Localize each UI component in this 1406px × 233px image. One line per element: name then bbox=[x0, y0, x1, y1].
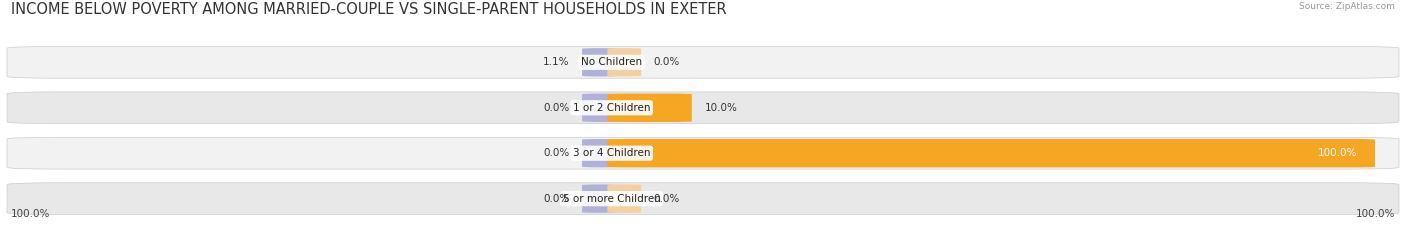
Text: 0.0%: 0.0% bbox=[543, 148, 569, 158]
Text: 0.0%: 0.0% bbox=[654, 194, 681, 204]
Text: 1 or 2 Children: 1 or 2 Children bbox=[572, 103, 651, 113]
FancyBboxPatch shape bbox=[7, 46, 1399, 78]
Text: 0.0%: 0.0% bbox=[543, 194, 569, 204]
Text: 10.0%: 10.0% bbox=[704, 103, 737, 113]
Text: 1.1%: 1.1% bbox=[543, 57, 569, 67]
Text: 100.0%: 100.0% bbox=[1355, 209, 1395, 219]
FancyBboxPatch shape bbox=[607, 48, 641, 77]
FancyBboxPatch shape bbox=[582, 184, 616, 213]
Text: 0.0%: 0.0% bbox=[654, 57, 681, 67]
FancyBboxPatch shape bbox=[582, 93, 616, 122]
FancyBboxPatch shape bbox=[607, 184, 641, 213]
FancyBboxPatch shape bbox=[582, 139, 616, 168]
FancyBboxPatch shape bbox=[7, 183, 1399, 215]
Text: 0.0%: 0.0% bbox=[543, 103, 569, 113]
FancyBboxPatch shape bbox=[607, 139, 1375, 168]
FancyBboxPatch shape bbox=[582, 48, 616, 77]
Text: INCOME BELOW POVERTY AMONG MARRIED-COUPLE VS SINGLE-PARENT HOUSEHOLDS IN EXETER: INCOME BELOW POVERTY AMONG MARRIED-COUPL… bbox=[11, 2, 727, 17]
Text: Source: ZipAtlas.com: Source: ZipAtlas.com bbox=[1299, 2, 1395, 11]
FancyBboxPatch shape bbox=[7, 137, 1399, 169]
Text: 100.0%: 100.0% bbox=[11, 209, 51, 219]
Text: 3 or 4 Children: 3 or 4 Children bbox=[572, 148, 651, 158]
FancyBboxPatch shape bbox=[607, 93, 692, 122]
Text: No Children: No Children bbox=[581, 57, 643, 67]
FancyBboxPatch shape bbox=[7, 92, 1399, 124]
Text: 100.0%: 100.0% bbox=[1317, 148, 1357, 158]
Text: 5 or more Children: 5 or more Children bbox=[562, 194, 661, 204]
